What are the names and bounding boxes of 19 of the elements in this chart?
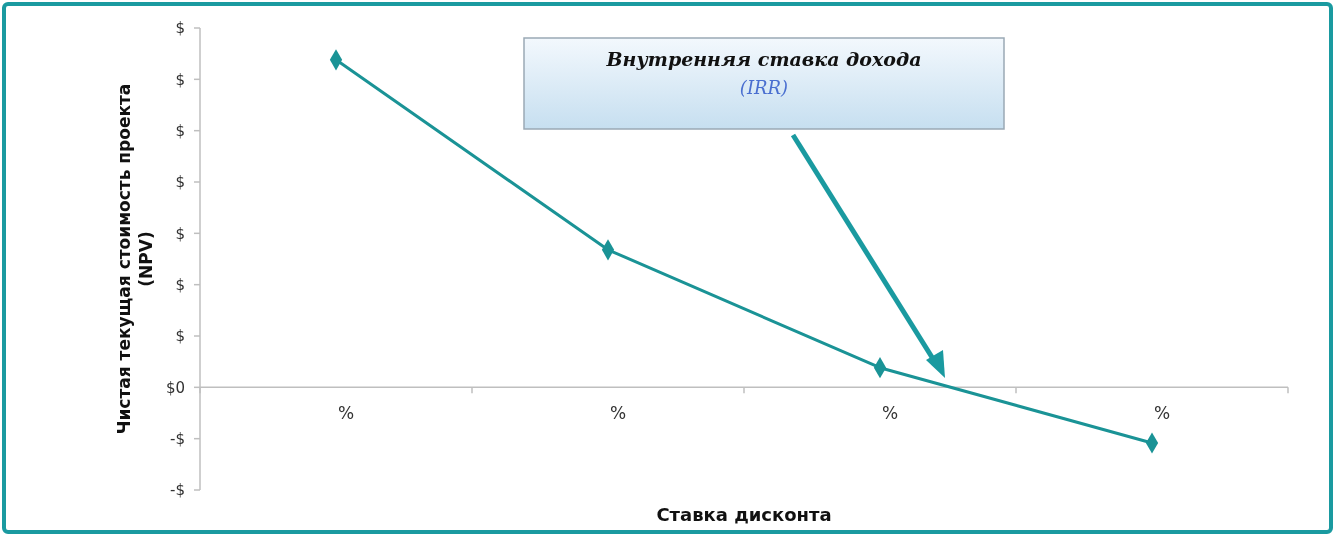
x-tick-label: % (609, 403, 627, 424)
text: $ (175, 224, 185, 243)
text: $ (175, 121, 185, 140)
text: $0 (165, 378, 185, 397)
text: $ (175, 70, 185, 89)
callout-box: Внутренняя ставка дохода (IRR) (523, 37, 1005, 130)
x-axis-title: Ставка дисконта (656, 504, 832, 525)
text: $ (175, 275, 185, 294)
x-tick-label: % (1153, 403, 1171, 424)
x-tick-label: % (337, 403, 355, 424)
text: $ (175, 327, 185, 346)
text: $ (175, 19, 185, 38)
text: -$ (170, 429, 185, 448)
x-tick-label: % (881, 403, 899, 424)
text: $ (175, 173, 185, 192)
text: -$ (170, 481, 185, 500)
annotation: (IRR) (739, 77, 789, 98)
annotation: Внутренняя ставка дохода (605, 48, 922, 70)
y-axis-title: Чистая текущая стоимость проекта (NPV) (114, 83, 156, 435)
